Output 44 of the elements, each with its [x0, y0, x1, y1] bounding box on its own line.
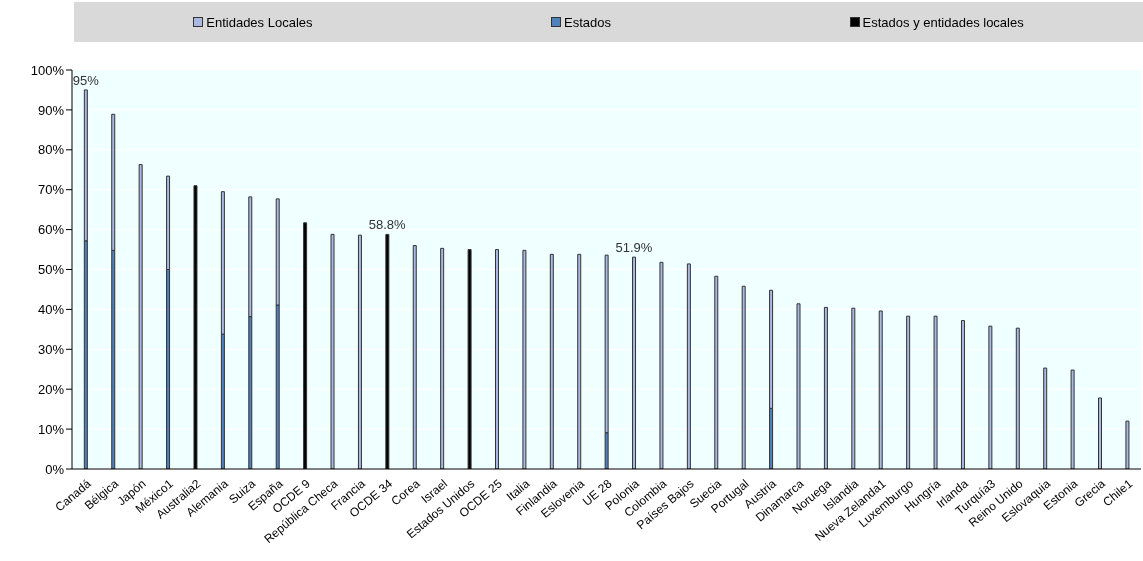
- bar: [796, 303, 801, 469]
- legend-label: Estados: [563, 14, 612, 30]
- bar: [933, 315, 938, 469]
- bar: [906, 315, 911, 469]
- y-tick-label: 0%: [45, 461, 65, 477]
- y-tick-label: 50%: [37, 262, 65, 278]
- y-tick-label: 20%: [37, 381, 65, 397]
- bar: [1125, 420, 1130, 469]
- bar: [412, 245, 417, 469]
- y-tick-label: 60%: [37, 222, 65, 238]
- bar: [549, 253, 554, 469]
- y-tick-label: 10%: [37, 421, 65, 437]
- bar: [1015, 327, 1020, 469]
- bar: [1043, 367, 1048, 469]
- y-tick-label: 30%: [37, 341, 65, 357]
- bar: [878, 310, 883, 469]
- bar: [440, 247, 445, 469]
- y-tick-label: 40%: [37, 302, 65, 318]
- bar: [659, 261, 664, 469]
- bar: [632, 256, 637, 469]
- bar: [522, 249, 527, 469]
- bar: [138, 164, 143, 469]
- y-tick-label: 90%: [37, 102, 65, 118]
- annotation: 51.9%: [615, 240, 653, 256]
- bar: [741, 285, 746, 469]
- bar: [494, 249, 499, 469]
- legend-label: Entidades Locales: [205, 14, 313, 30]
- y-tick-label: 70%: [37, 182, 65, 198]
- bar: [1098, 397, 1103, 469]
- bar: [577, 253, 582, 469]
- annotation: 58.8%: [368, 217, 407, 233]
- annotation: 95%: [72, 72, 100, 88]
- bar: [960, 320, 965, 469]
- bar: [686, 263, 691, 469]
- bar: [330, 233, 335, 469]
- bar: [823, 306, 828, 469]
- legend-label: Estados y entidades locales: [861, 14, 1024, 30]
- bar: [357, 234, 362, 469]
- bar: [714, 275, 719, 469]
- y-tick-label: 80%: [37, 142, 65, 158]
- bar: [1070, 369, 1075, 469]
- bar: [851, 307, 856, 469]
- bar: [988, 325, 993, 469]
- y-tick-label: 100%: [30, 62, 65, 78]
